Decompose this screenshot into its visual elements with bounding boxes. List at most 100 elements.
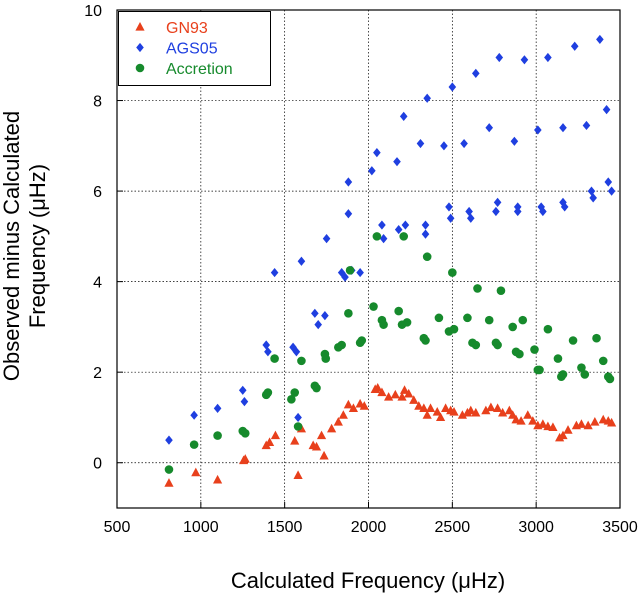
series-ags05: [165, 34, 616, 445]
ags05-point: [445, 202, 453, 212]
gn93-point: [311, 441, 322, 451]
legend-marker-ags05: [136, 42, 144, 53]
gn93-point: [213, 474, 223, 484]
gn93-point: [319, 450, 329, 460]
gn93-point: [409, 395, 419, 404]
data-points: [164, 34, 617, 487]
ags05-point: [423, 93, 431, 103]
ags05-point: [238, 385, 247, 395]
accretion-point: [449, 324, 459, 334]
gn93-point: [523, 410, 533, 419]
accretion-point: [592, 333, 601, 343]
accretion-point: [496, 286, 506, 295]
gn93-point: [419, 403, 429, 412]
ags05-point: [544, 52, 552, 63]
ags05-point: [373, 148, 381, 158]
gn93-point: [290, 435, 300, 445]
ags05-point: [465, 206, 473, 217]
x-tick-label: 3000: [518, 519, 554, 536]
ags05-point: [322, 234, 331, 244]
gn93-point: [466, 405, 476, 415]
accretion-point: [263, 388, 273, 397]
gn93-point: [498, 407, 508, 417]
ags05-point: [495, 52, 504, 63]
gn93-point: [425, 403, 436, 412]
gn93-point: [338, 410, 348, 419]
accretion-point: [369, 302, 378, 311]
accretion-point: [344, 309, 353, 318]
y-axis-title-line-2: Frequency (μHz): [25, 164, 50, 328]
ags05-point: [513, 206, 522, 217]
gn93-point: [583, 420, 593, 430]
y-tick-label: 10: [84, 3, 102, 20]
gn93-point: [343, 399, 353, 409]
ags05-point: [602, 105, 611, 115]
gn93-point: [471, 407, 481, 417]
ags05-point: [510, 136, 519, 146]
accretion-point: [434, 313, 444, 323]
ags05-point: [460, 138, 468, 149]
ags05-point: [393, 157, 401, 167]
gn93-point: [457, 410, 467, 419]
legend-box: [118, 11, 271, 86]
accretion-point: [357, 336, 367, 345]
gn93-point: [563, 425, 573, 434]
ags05-point: [520, 55, 529, 65]
y-tick-label: 0: [93, 456, 102, 473]
ags05-point: [344, 177, 353, 187]
gn93-point: [240, 454, 250, 463]
ags05-point: [604, 177, 613, 187]
gn93-point: [432, 407, 442, 416]
ags05-point: [466, 213, 475, 223]
x-tick-label: 3500: [602, 519, 638, 536]
gn93-point: [327, 423, 337, 433]
ags05-point: [297, 256, 306, 266]
accretion-point: [270, 354, 279, 363]
x-axis-title: Calculated Frequency (μHz): [231, 568, 505, 593]
ags05-point: [379, 234, 388, 244]
ags05-point: [311, 308, 319, 318]
gn93-point: [414, 401, 424, 410]
gn93-point: [359, 401, 369, 410]
accretion-point: [293, 422, 303, 431]
ags05-point: [440, 141, 448, 151]
gn93-point: [538, 419, 548, 428]
accretion-point: [543, 324, 553, 334]
ags05-point: [559, 123, 567, 133]
accretion-point: [287, 395, 296, 404]
ags05-point: [213, 403, 222, 413]
gn93-point: [348, 403, 359, 412]
series-accretion: [164, 232, 615, 474]
accretion-point: [402, 318, 412, 327]
accretion-point: [605, 374, 615, 384]
gn93-point: [576, 419, 587, 428]
ags05-point: [321, 310, 329, 321]
accretion-point: [530, 345, 539, 354]
accretion-point: [297, 356, 306, 366]
ags05-point: [399, 111, 408, 121]
accretion-point: [312, 383, 321, 393]
ags05-point: [537, 202, 545, 212]
ags05-point: [560, 202, 569, 212]
gn93-point: [435, 412, 446, 422]
gn93-point: [377, 387, 387, 397]
ags05-point: [534, 125, 542, 135]
ags05-point: [294, 412, 302, 423]
ags05-point: [589, 193, 597, 203]
ags05-point: [240, 397, 249, 407]
gn93-point: [504, 405, 514, 415]
gn93-point: [511, 414, 521, 424]
legend-label-gn93: GN93: [166, 20, 208, 37]
accretion-point: [484, 315, 494, 325]
gn93-point: [486, 402, 496, 412]
ags05-point: [472, 68, 480, 78]
x-tick-label: 2000: [351, 519, 387, 536]
accretion-point: [553, 354, 563, 363]
gn93-point: [333, 416, 343, 426]
ags05-point: [264, 347, 272, 357]
legend: GN93 AGS05 Accretion: [118, 11, 271, 86]
gn93-point: [293, 470, 303, 480]
accretion-point: [290, 388, 300, 397]
ags05-point: [378, 220, 386, 230]
accretion-point: [448, 268, 457, 277]
